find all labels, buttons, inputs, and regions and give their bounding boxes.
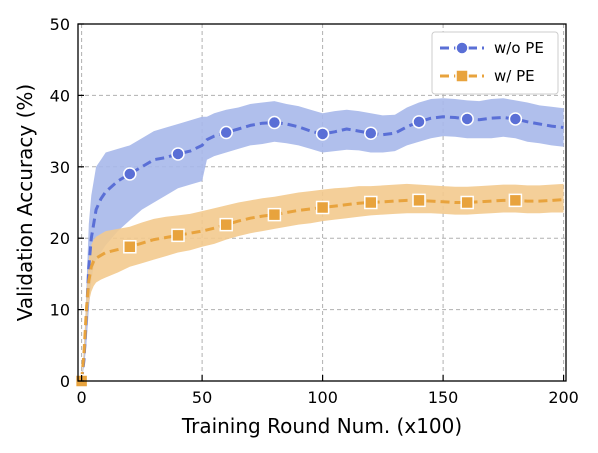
legend-marker-0 [455, 41, 469, 55]
data-point [364, 126, 378, 140]
x-tick-label: 50 [192, 388, 212, 407]
confidence-bands [81, 98, 564, 382]
data-point [219, 217, 233, 232]
x-tick-label: 150 [428, 388, 459, 407]
data-point [123, 240, 137, 254]
data-point [412, 193, 426, 208]
data-point [219, 125, 233, 140]
x-tick-label: 100 [307, 388, 338, 407]
data-point [123, 167, 137, 181]
data-point [508, 193, 523, 208]
y-tick-label: 50 [50, 15, 70, 34]
y-tick-label: 30 [50, 158, 70, 177]
data-point [315, 127, 330, 141]
x-tick-label: 0 [77, 388, 87, 407]
legend-marker-1 [455, 69, 469, 83]
data-point [460, 195, 474, 210]
data-point [508, 112, 523, 126]
y-tick-label: 20 [50, 229, 70, 248]
y-tick-label: 10 [50, 301, 70, 320]
legend: w/o PE w/ PE [431, 31, 559, 95]
x-axis-title: Training Round Num. (x100) [181, 414, 462, 438]
data-point [315, 200, 330, 215]
y-axis-title: Validation Accuracy (%) [13, 84, 37, 321]
confidence-band-1 [81, 183, 564, 381]
data-point [364, 195, 378, 210]
legend-label-1: w/ PE [494, 67, 535, 85]
data-point [171, 228, 185, 243]
data-point [460, 112, 474, 126]
data-point [412, 115, 426, 129]
plot-frame [77, 23, 567, 382]
data-point [267, 207, 282, 222]
confidence-band-0 [81, 98, 564, 382]
data-point [171, 147, 185, 161]
y-tick-label: 0 [60, 372, 70, 391]
x-tick-label: 200 [548, 388, 579, 407]
y-tick-label: 40 [50, 86, 70, 105]
legend-label-0: w/o PE [494, 39, 544, 57]
axis-ticks: 0 50 100 150 200 0 10 20 30 40 50 [50, 15, 579, 407]
data-point [267, 115, 282, 130]
